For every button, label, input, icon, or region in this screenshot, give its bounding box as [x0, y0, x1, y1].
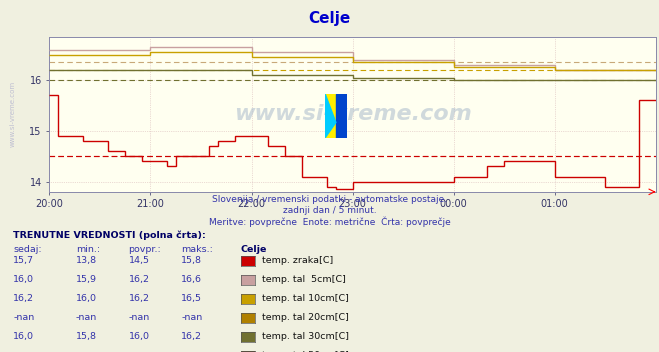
Text: temp. tal 20cm[C]: temp. tal 20cm[C]	[262, 313, 349, 322]
Text: 13,8: 13,8	[76, 256, 97, 265]
Text: maks.:: maks.:	[181, 245, 213, 254]
Text: 16,0: 16,0	[13, 332, 34, 341]
Text: www.si-vreme.com: www.si-vreme.com	[234, 105, 471, 124]
Text: -nan: -nan	[181, 351, 202, 352]
Text: 16,2: 16,2	[181, 332, 202, 341]
Text: -nan: -nan	[129, 351, 150, 352]
Text: -nan: -nan	[181, 313, 202, 322]
Text: zadnji dan / 5 minut.: zadnji dan / 5 minut.	[283, 206, 376, 215]
Text: -nan: -nan	[76, 313, 97, 322]
Text: -nan: -nan	[13, 351, 34, 352]
Text: temp. tal 10cm[C]: temp. tal 10cm[C]	[262, 294, 349, 303]
Text: 15,8: 15,8	[181, 256, 202, 265]
Text: 16,2: 16,2	[129, 294, 150, 303]
Text: 16,5: 16,5	[181, 294, 202, 303]
Text: Celje: Celje	[308, 11, 351, 26]
Text: -nan: -nan	[76, 351, 97, 352]
Text: 15,8: 15,8	[76, 332, 97, 341]
Text: temp. tal 30cm[C]: temp. tal 30cm[C]	[262, 332, 349, 341]
Text: 15,7: 15,7	[13, 256, 34, 265]
Text: temp. tal 50cm[C]: temp. tal 50cm[C]	[262, 351, 349, 352]
Text: sedaj:: sedaj:	[13, 245, 42, 254]
Text: temp. tal  5cm[C]: temp. tal 5cm[C]	[262, 275, 346, 284]
Text: 16,6: 16,6	[181, 275, 202, 284]
Text: 16,0: 16,0	[13, 275, 34, 284]
Text: 16,0: 16,0	[129, 332, 150, 341]
Text: -nan: -nan	[129, 313, 150, 322]
Text: Meritve: povprečne  Enote: metrične  Črta: povprečje: Meritve: povprečne Enote: metrične Črta:…	[209, 216, 450, 227]
Text: 16,2: 16,2	[129, 275, 150, 284]
Text: Slovenija / vremenski podatki - avtomatske postaje.: Slovenija / vremenski podatki - avtomats…	[212, 195, 447, 205]
Text: 15,9: 15,9	[76, 275, 97, 284]
Text: temp. zraka[C]: temp. zraka[C]	[262, 256, 333, 265]
Text: TRENUTNE VREDNOSTI (polna črta):: TRENUTNE VREDNOSTI (polna črta):	[13, 231, 206, 240]
Text: 16,2: 16,2	[13, 294, 34, 303]
Text: Celje: Celje	[241, 245, 267, 254]
Text: 14,5: 14,5	[129, 256, 150, 265]
Text: min.:: min.:	[76, 245, 100, 254]
Text: povpr.:: povpr.:	[129, 245, 161, 254]
Text: www.si-vreme.com: www.si-vreme.com	[10, 81, 16, 147]
Text: 16,0: 16,0	[76, 294, 97, 303]
Text: -nan: -nan	[13, 313, 34, 322]
